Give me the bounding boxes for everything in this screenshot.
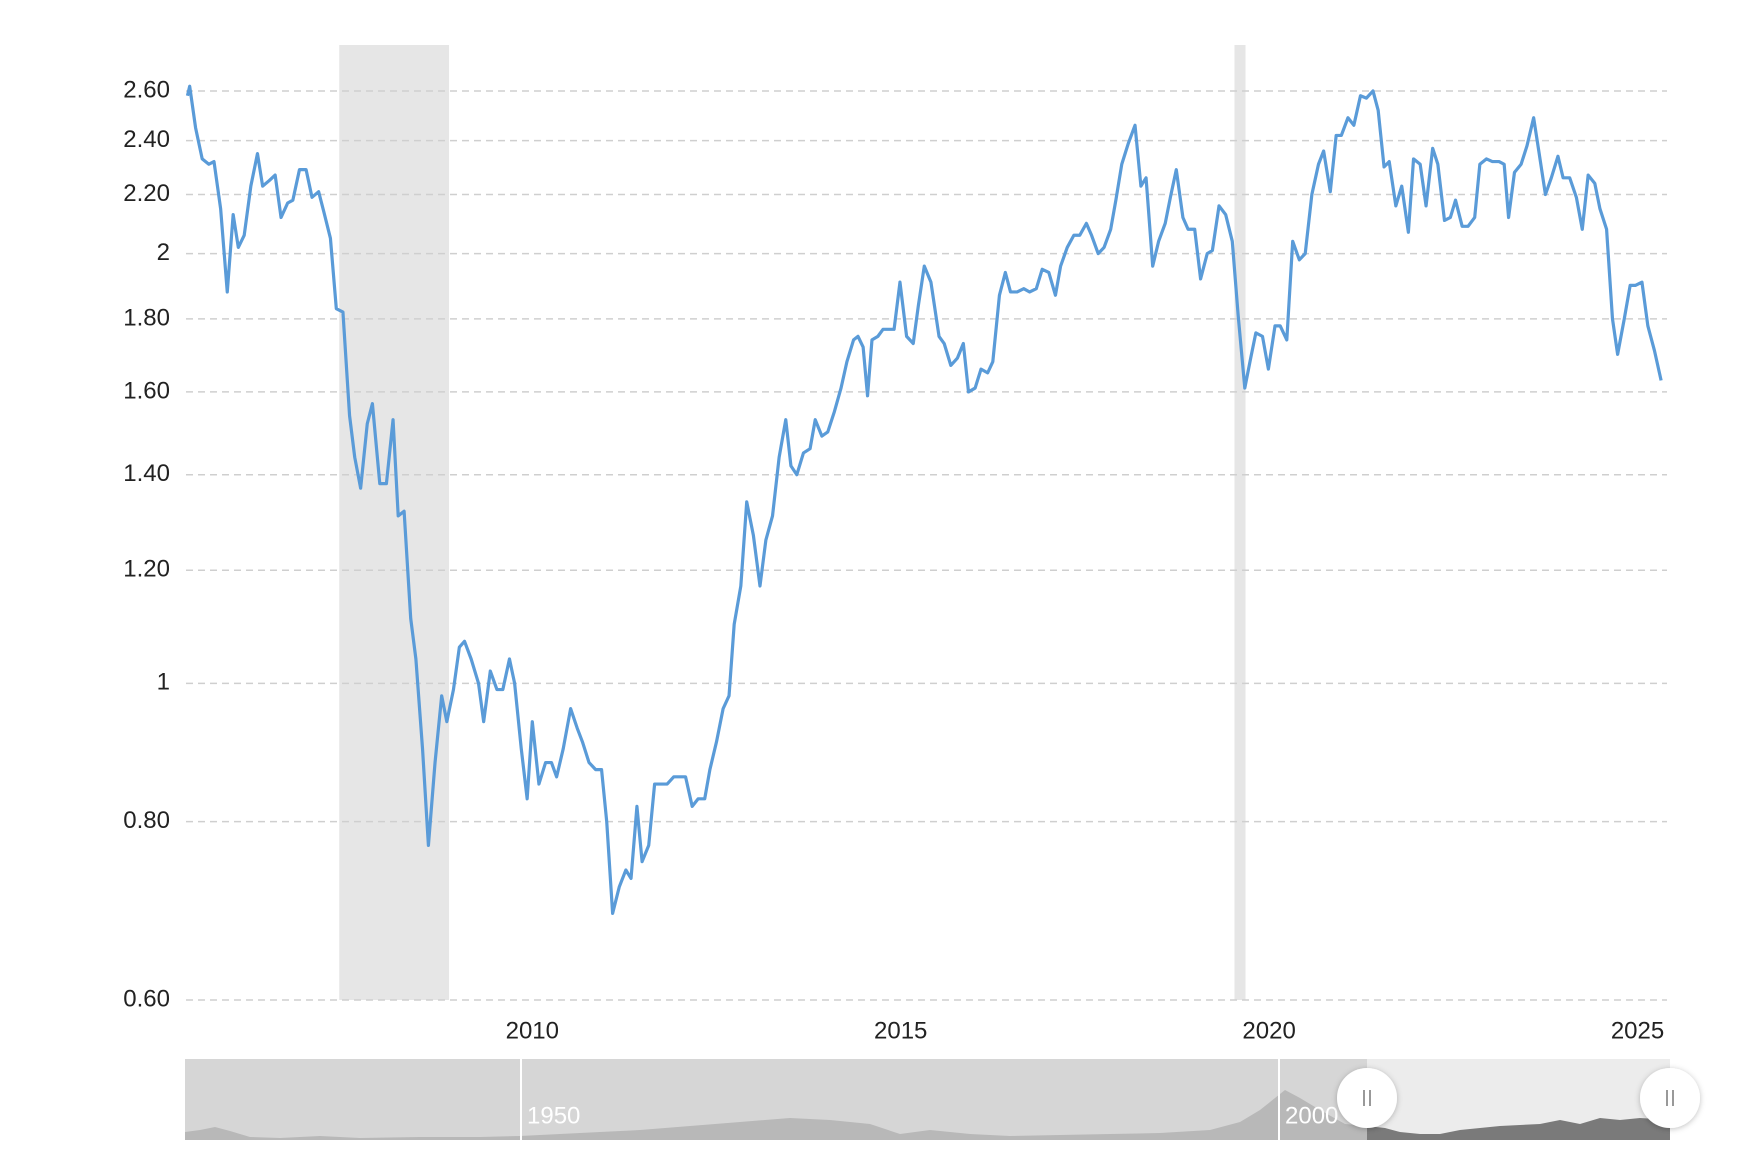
y-tick-label: 1: [157, 669, 170, 696]
navigator-area: [185, 1090, 1367, 1140]
shaded-range: [339, 45, 450, 1000]
navigator-area-selected: [1367, 1118, 1670, 1140]
x-tick-label: 2025: [1611, 1017, 1664, 1044]
y-tick-label: 2.20: [123, 180, 170, 207]
x-tick-label: 2020: [1242, 1017, 1295, 1044]
navigator-handle[interactable]: [1337, 1068, 1397, 1128]
y-tick-label: 2.40: [123, 126, 170, 153]
y-tick-label: 1.80: [123, 304, 170, 331]
navigator[interactable]: 1950 2000: [185, 1059, 1700, 1140]
y-tick-label: 1.40: [123, 460, 170, 487]
plot-area: 0.60 0.80 1 1.20 1.40 1.60 1.80 2 2.20 2.40 2.60 20…: [123, 45, 1667, 1044]
y-tick-label: 2: [157, 239, 170, 266]
navigator-handle[interactable]: [1640, 1068, 1700, 1128]
navigator-label: 1950: [527, 1102, 580, 1129]
y-tick-label: 1.20: [123, 556, 170, 583]
shaded-range: [1234, 45, 1246, 1000]
x-tick-label: 2010: [506, 1017, 559, 1044]
navigator-label: 2000: [1285, 1102, 1338, 1129]
data-line: [185, 84, 1663, 915]
y-tick-label: 0.60: [123, 985, 170, 1012]
y-tick-label: 0.80: [123, 807, 170, 834]
x-tick-label: 2015: [874, 1017, 927, 1044]
y-tick-label: 2.60: [123, 76, 170, 103]
y-tick-label: 1.60: [123, 377, 170, 404]
